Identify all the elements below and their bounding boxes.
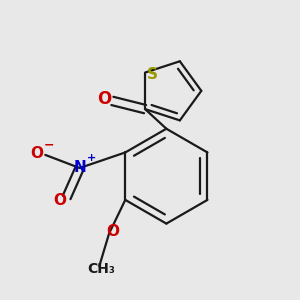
Text: O: O	[31, 146, 44, 161]
Text: −: −	[43, 139, 54, 152]
Text: S: S	[147, 67, 158, 82]
Text: O: O	[97, 90, 111, 108]
Text: N: N	[73, 160, 86, 175]
Text: O: O	[106, 224, 119, 239]
Text: O: O	[53, 193, 67, 208]
Text: CH₃: CH₃	[87, 262, 115, 276]
Text: +: +	[86, 153, 96, 163]
